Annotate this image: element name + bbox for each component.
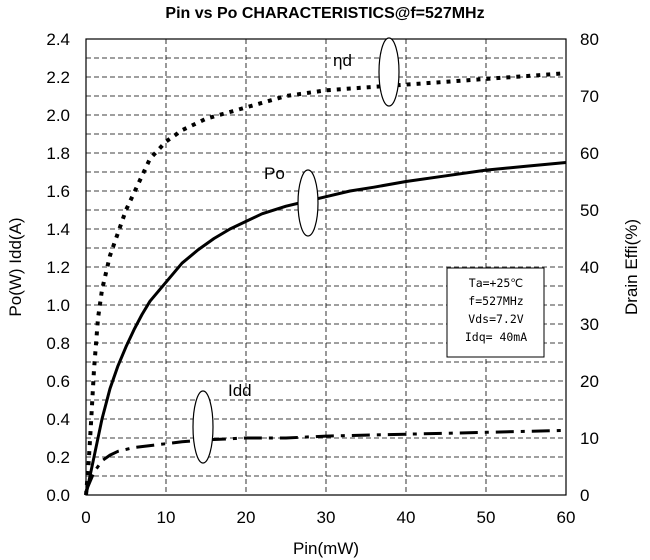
y2-tick-label: 30 (580, 315, 599, 334)
y2-tick-label: 50 (580, 201, 599, 220)
condition-vds: Vds=7.2V (468, 312, 523, 326)
grid (86, 39, 566, 495)
y2-axis-label: Drain Effi(%) (622, 219, 641, 315)
y-tick-label: 2.2 (46, 68, 70, 87)
series-line-Po (84, 161, 567, 496)
x-axis-label: Pin(mW) (293, 539, 359, 558)
condition-temp: Ta=+25℃ (469, 276, 524, 290)
idd-label: Idd (228, 381, 252, 400)
y-tick-label: 2.0 (46, 106, 70, 125)
y2-tick-label: 80 (580, 30, 599, 49)
condition-idq: Idq= 40mA (465, 330, 527, 344)
y-tick-label: 1.6 (46, 182, 70, 201)
x-tick-label: 30 (317, 508, 336, 527)
y2-tick-label: 20 (580, 372, 599, 391)
x-tick-label: 60 (557, 508, 576, 527)
y-tick-label: 0.6 (46, 372, 70, 391)
y-axis-label: Po(W) Idd(A) (6, 217, 25, 316)
conditions-box: Ta=+25℃ f=527MHz Vds=7.2V Idq= 40mA (446, 267, 545, 358)
y2-tick-label: 10 (580, 429, 599, 448)
series-layer (84, 71, 567, 496)
y2-axis-ticks: 0 10 20 30 40 50 60 70 80 (580, 30, 599, 505)
y-tick-label: 1.0 (46, 296, 70, 315)
plot-frame (85, 38, 567, 496)
y2-tick-label: 40 (580, 258, 599, 277)
y-tick-label: 1.8 (46, 144, 70, 163)
y-tick-label: 1.4 (46, 220, 70, 239)
y-tick-label: 0.4 (46, 410, 70, 429)
po-label: Po (264, 164, 285, 183)
chart-title: Pin vs Po CHARACTERISTICS@f=527MHz (165, 5, 484, 22)
x-tick-label: 0 (81, 508, 90, 527)
y2-tick-label: 60 (580, 144, 599, 163)
x-axis-ticks: 0 10 20 30 40 50 60 (81, 508, 575, 527)
y2-tick-label: 0 (580, 486, 589, 505)
condition-freq: f=527MHz (468, 294, 523, 308)
x-tick-label: 20 (237, 508, 256, 527)
idd-ellipse (192, 390, 214, 464)
eta-ellipse (378, 37, 400, 107)
y-axis-ticks: 0.0 0.2 0.4 0.6 0.8 1.0 1.2 1.4 1.6 1.8 2.0 2.2 2.4 (46, 30, 70, 505)
y-tick-label: 0.2 (46, 448, 70, 467)
y-tick-label: 0.8 (46, 334, 70, 353)
y-tick-label: 2.4 (46, 30, 70, 49)
y2-tick-label: 70 (580, 87, 599, 106)
y-tick-label: 0.0 (46, 486, 70, 505)
y-tick-label: 1.2 (46, 258, 70, 277)
series-line-Idd (84, 428, 567, 492)
eta-label: ηd (333, 51, 352, 70)
x-tick-label: 40 (397, 508, 416, 527)
x-tick-label: 50 (477, 508, 496, 527)
po-ellipse (297, 169, 319, 237)
x-tick-label: 10 (157, 508, 176, 527)
